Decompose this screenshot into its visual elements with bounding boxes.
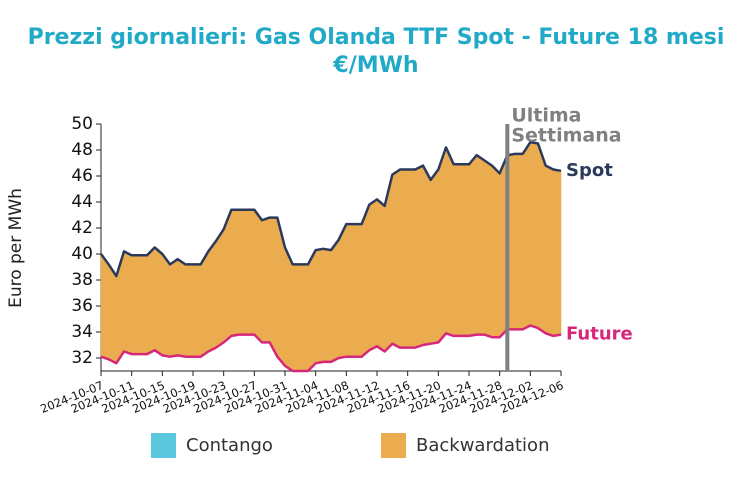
spread-area [284, 247, 293, 372]
spread-area [545, 165, 554, 337]
spread-area [484, 159, 493, 338]
y-tick-label: 44 [71, 192, 93, 212]
y-tick-label: 32 [71, 348, 93, 368]
spread-area [261, 217, 270, 343]
spread-area [430, 168, 439, 345]
series-label: Future [566, 324, 633, 345]
spread-area [215, 228, 224, 349]
spread-area [422, 165, 431, 346]
spread-area [116, 251, 125, 365]
spread-area [269, 217, 278, 357]
spread-area [346, 223, 355, 358]
y-tick-label: 38 [71, 270, 93, 290]
spread-area [315, 248, 324, 364]
y-tick-label: 48 [71, 140, 93, 160]
spread-area [292, 264, 301, 372]
y-tick-label: 34 [71, 322, 93, 342]
y-axis-label: Euro per MWh [6, 188, 26, 308]
spread-area [162, 253, 171, 358]
spread-area [392, 168, 401, 349]
spread-area [238, 209, 247, 335]
spread-area [522, 141, 531, 330]
spread-area [100, 253, 109, 360]
y-tick-label: 36 [71, 296, 93, 316]
spread-area [300, 264, 309, 372]
spread-area [123, 250, 132, 355]
spread-area [185, 264, 194, 358]
series-line [99, 140, 562, 278]
chart-title: Prezzi giornalieri: Gas Olanda TTF Spot … [28, 25, 725, 50]
spread-area [254, 208, 263, 344]
spread-area [461, 164, 470, 337]
spread-area [307, 249, 316, 372]
spread-area [514, 153, 523, 330]
legend-swatch [381, 433, 406, 458]
spread-area [139, 255, 148, 355]
y-tick-label: 50 [71, 114, 93, 134]
chart-subtitle: €/MWh [332, 53, 418, 78]
spread-area [407, 169, 416, 348]
spread-area [208, 240, 217, 352]
series-line [100, 324, 562, 373]
spread-area [177, 258, 186, 358]
spread-area [338, 223, 347, 359]
spread-area [468, 154, 477, 337]
spread-area [476, 154, 485, 335]
spread-area [537, 143, 546, 334]
y-tick-label: 42 [71, 218, 93, 238]
spread-area [131, 255, 140, 355]
annotation-text: Settimana [511, 125, 621, 147]
spread-area [453, 164, 462, 337]
spread-area [154, 246, 163, 356]
y-tick-label: 40 [71, 244, 93, 264]
spread-area [369, 198, 378, 351]
annotation-text: Ultima [511, 105, 581, 127]
spread-area [530, 141, 539, 329]
legend-label: Backwardation [416, 435, 549, 456]
spread-area [438, 147, 447, 344]
spread-area [361, 204, 370, 358]
spread-area [376, 198, 385, 353]
spread-area [491, 164, 500, 338]
spread-area [246, 209, 255, 335]
spread-area [200, 250, 209, 358]
spread-area [353, 223, 362, 358]
spread-area [330, 238, 339, 363]
series-label: Spot [566, 160, 613, 181]
spread-area [399, 169, 408, 348]
spread-area [108, 263, 117, 364]
spread-area [415, 165, 424, 349]
spread-area [169, 258, 178, 358]
spread-area [445, 147, 454, 337]
spread-area [231, 209, 240, 337]
spread-area [192, 264, 201, 358]
y-tick-label: 46 [71, 166, 93, 186]
spread-area [323, 248, 332, 363]
legend-swatch [151, 433, 176, 458]
legend-label: Contango [186, 435, 273, 456]
spread-area [553, 169, 562, 337]
spread-area [146, 246, 155, 355]
